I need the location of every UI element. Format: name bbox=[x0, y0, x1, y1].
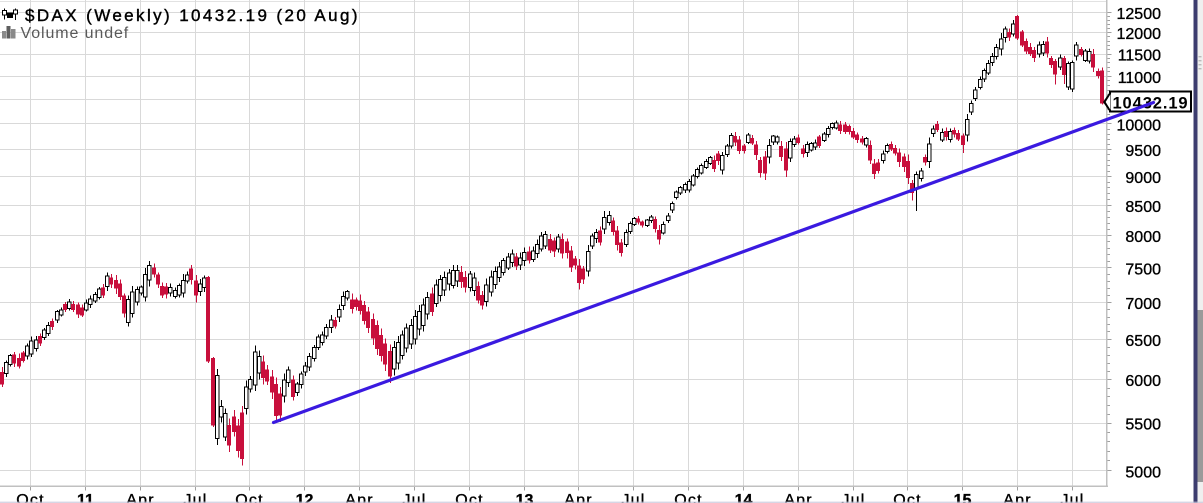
svg-text:11500: 11500 bbox=[1118, 48, 1161, 65]
svg-text:12: 12 bbox=[296, 492, 314, 503]
svg-text:Volume undef: Volume undef bbox=[21, 25, 130, 42]
svg-text:9000: 9000 bbox=[1125, 170, 1161, 187]
svg-text:Oct: Oct bbox=[455, 492, 484, 503]
svg-text:Jul: Jul bbox=[1060, 492, 1084, 503]
svg-text:Apr: Apr bbox=[784, 492, 813, 503]
svg-text:Jul: Jul bbox=[402, 492, 426, 503]
svg-text:9500: 9500 bbox=[1125, 143, 1161, 160]
svg-text:11000: 11000 bbox=[1118, 70, 1161, 87]
svg-text:Jul: Jul bbox=[841, 492, 865, 503]
svg-text:14: 14 bbox=[735, 492, 753, 503]
svg-text:Oct: Oct bbox=[674, 492, 703, 503]
svg-text:8000: 8000 bbox=[1125, 229, 1161, 246]
svg-text:Apr: Apr bbox=[126, 492, 155, 503]
svg-text:11: 11 bbox=[77, 492, 94, 503]
svg-text:Oct: Oct bbox=[893, 492, 922, 503]
svg-text:Apr: Apr bbox=[1003, 492, 1032, 503]
svg-text:12500: 12500 bbox=[1117, 6, 1162, 23]
svg-text:Oct: Oct bbox=[16, 492, 45, 503]
svg-text:7500: 7500 bbox=[1125, 262, 1161, 279]
svg-text:Jul: Jul bbox=[183, 492, 207, 503]
svg-text:10000: 10000 bbox=[1117, 118, 1162, 135]
svg-text:Jul: Jul bbox=[621, 492, 645, 503]
svg-text:Oct: Oct bbox=[235, 492, 264, 503]
svg-text:6500: 6500 bbox=[1125, 333, 1161, 350]
svg-text:12000: 12000 bbox=[1117, 26, 1162, 43]
svg-text:8500: 8500 bbox=[1125, 199, 1161, 216]
svg-text:7000: 7000 bbox=[1125, 296, 1161, 313]
svg-text:15: 15 bbox=[954, 492, 972, 503]
svg-text:Apr: Apr bbox=[564, 492, 593, 503]
svg-text:13: 13 bbox=[516, 492, 534, 503]
svg-text:$DAX (Weekly) 10432.19 (20 Aug: $DAX (Weekly) 10432.19 (20 Aug) bbox=[25, 6, 360, 25]
svg-text:Apr: Apr bbox=[345, 492, 374, 503]
svg-text:6000: 6000 bbox=[1125, 373, 1161, 390]
svg-text:5000: 5000 bbox=[1125, 464, 1161, 481]
svg-text:5500: 5500 bbox=[1125, 417, 1161, 434]
